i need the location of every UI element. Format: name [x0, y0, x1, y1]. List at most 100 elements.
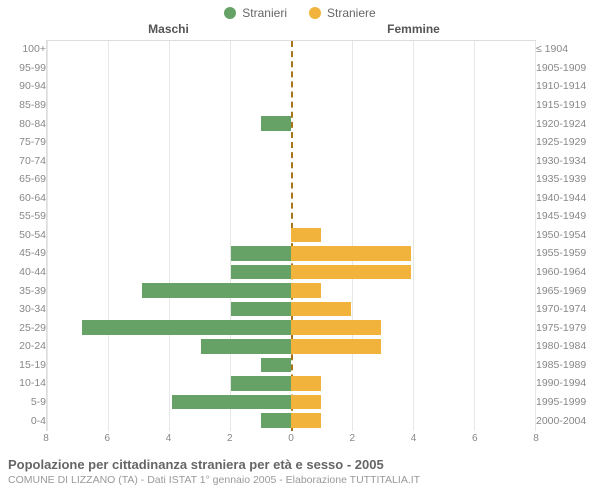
bar-female — [291, 302, 351, 316]
table-row: 65-69 1935-1939 — [0, 170, 600, 189]
birthyear-label: 1980-1984 — [530, 340, 600, 352]
table-row: 95-991905-1909 — [0, 59, 600, 78]
birthyear-label: 1935-1939 — [530, 173, 600, 185]
bars-cell — [52, 318, 530, 337]
birthyear-label: 1940-1944 — [530, 192, 600, 204]
bars-cell — [52, 226, 530, 245]
age-label: 40-44 — [0, 266, 52, 278]
bars-cell — [52, 244, 530, 263]
legend-label-male: Stranieri — [242, 6, 287, 20]
table-row: 40-44 1960-1964 — [0, 263, 600, 282]
bar-female — [291, 339, 381, 353]
table-row: 100+≤ 1904 — [0, 40, 600, 59]
birthyear-label: 1915-1919 — [530, 99, 600, 111]
bar-female — [291, 246, 411, 260]
table-row: 0-42000-2004 — [0, 411, 600, 430]
table-row: 30-34 1970-1974 — [0, 300, 600, 319]
birthyear-label: 1905-1909 — [530, 62, 600, 74]
table-row: 15-19 1985-1989 — [0, 356, 600, 375]
birthyear-label: 1920-1924 — [530, 118, 600, 130]
table-row: 5-91995-1999 — [0, 393, 600, 412]
birthyear-label: 1950-1954 — [530, 229, 600, 241]
age-label: 45-49 — [0, 247, 52, 259]
age-label: 30-34 — [0, 303, 52, 315]
x-tick-label: 4 — [166, 433, 172, 444]
bar-male — [231, 302, 291, 316]
bars-cell — [52, 393, 530, 412]
bars-cell — [52, 59, 530, 78]
table-row: 75-79 1925-1929 — [0, 133, 600, 152]
bars-cell — [52, 374, 530, 393]
bar-male — [82, 320, 291, 334]
header-male: Maschi — [46, 22, 291, 36]
bar-female — [291, 265, 411, 279]
age-label: 15-19 — [0, 359, 52, 371]
footer-subtitle: COMUNE DI LIZZANO (TA) - Dati ISTAT 1° g… — [8, 474, 592, 486]
bars-cell — [52, 114, 530, 133]
bar-male — [261, 413, 291, 427]
legend-label-female: Straniere — [327, 6, 376, 20]
column-headers: Maschi Femmine — [0, 22, 600, 36]
bars-cell — [52, 300, 530, 319]
birthyear-label: 1945-1949 — [530, 210, 600, 222]
x-tick-label: 8 — [533, 433, 539, 444]
age-label: 60-64 — [0, 192, 52, 204]
table-row: 25-291975-1979 — [0, 318, 600, 337]
bars-cell — [52, 281, 530, 300]
birthyear-label: 1925-1929 — [530, 136, 600, 148]
footer-title: Popolazione per cittadinanza straniera p… — [8, 457, 592, 472]
age-label: 75-79 — [0, 136, 52, 148]
table-row: 50-541950-1954 — [0, 226, 600, 245]
bar-male — [231, 376, 291, 390]
x-tick-label: 4 — [411, 433, 417, 444]
birthyear-label: 1955-1959 — [530, 247, 600, 259]
bars-cell — [52, 96, 530, 115]
table-row: 60-64 1940-1944 — [0, 189, 600, 208]
legend-dot-female — [309, 7, 321, 19]
birthyear-label: 1970-1974 — [530, 303, 600, 315]
table-row: 70-74 1930-1934 — [0, 151, 600, 170]
bar-male — [201, 339, 291, 353]
age-label: 35-39 — [0, 285, 52, 297]
table-row: 55-59 1945-1949 — [0, 207, 600, 226]
age-label: 55-59 — [0, 210, 52, 222]
bars-cell — [52, 133, 530, 152]
x-tick-label: 6 — [472, 433, 478, 444]
birthyear-label: 1960-1964 — [530, 266, 600, 278]
bars-cell — [52, 337, 530, 356]
age-label: 0-4 — [0, 415, 52, 427]
rows-container: 100+≤ 190495-991905-190990-941910-191485… — [0, 40, 600, 430]
bars-cell — [52, 189, 530, 208]
bar-female — [291, 413, 321, 427]
table-row: 90-941910-1914 — [0, 77, 600, 96]
birthyear-label: 1985-1989 — [530, 359, 600, 371]
birthyear-label: ≤ 1904 — [530, 43, 600, 55]
bars-cell — [52, 77, 530, 96]
x-tick-label: 0 — [288, 433, 294, 444]
bar-female — [291, 320, 381, 334]
x-ticks: 864202468 — [46, 433, 536, 447]
bar-female — [291, 283, 321, 297]
bar-male — [142, 283, 291, 297]
birthyear-label: 1930-1934 — [530, 155, 600, 167]
footer: Popolazione per cittadinanza straniera p… — [0, 447, 600, 486]
chart-container: Stranieri Straniere Maschi Femmine Fasce… — [0, 0, 600, 500]
table-row: 85-891915-1919 — [0, 96, 600, 115]
bars-cell — [52, 207, 530, 226]
bars-cell — [52, 40, 530, 59]
x-tick-label: 8 — [43, 433, 49, 444]
bars-cell — [52, 356, 530, 375]
bars-cell — [52, 263, 530, 282]
age-label: 70-74 — [0, 155, 52, 167]
age-label: 5-9 — [0, 396, 52, 408]
header-female: Femmine — [291, 22, 536, 36]
birthyear-label: 1965-1969 — [530, 285, 600, 297]
legend-dot-male — [224, 7, 236, 19]
bars-cell — [52, 151, 530, 170]
legend-item-male: Stranieri — [224, 6, 287, 20]
age-label: 65-69 — [0, 173, 52, 185]
birthyear-label: 1990-1994 — [530, 377, 600, 389]
bar-male — [261, 116, 291, 130]
age-label: 80-84 — [0, 118, 52, 130]
age-label: 90-94 — [0, 80, 52, 92]
